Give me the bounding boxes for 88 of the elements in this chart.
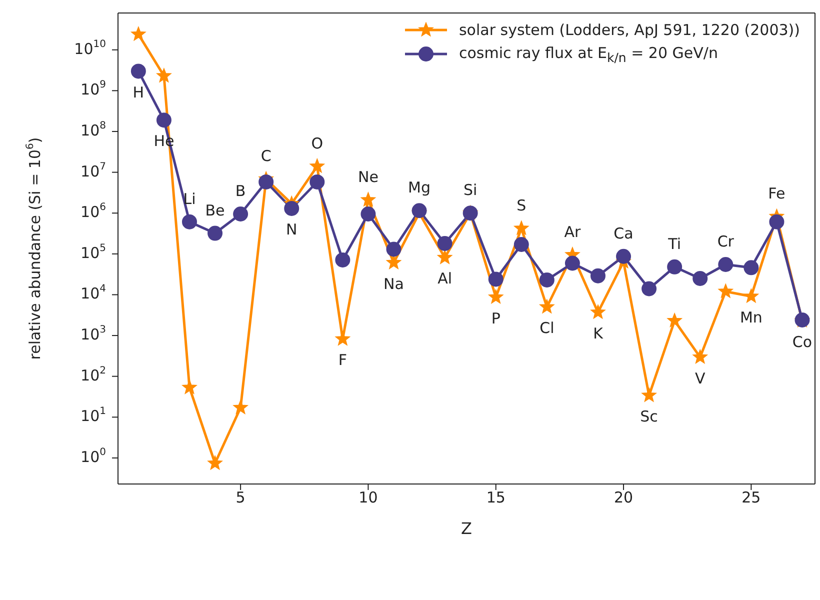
point (131, 26, 146, 40)
point (488, 290, 504, 304)
annotation: Mg (408, 178, 430, 197)
point (208, 226, 223, 241)
point (386, 255, 401, 269)
y-tick-label: 10$^{3}$ (80, 324, 106, 344)
annotation: O (311, 134, 324, 152)
annotation: Ti (667, 235, 682, 254)
point (438, 250, 452, 264)
annotation: K (593, 324, 604, 342)
y-tick-label: 10$^{5}$ (80, 243, 106, 262)
point (539, 272, 554, 288)
point (744, 288, 758, 303)
point (360, 206, 376, 222)
y-tick-label: 10$^{9}$ (80, 80, 106, 99)
annotation: Al (438, 270, 452, 288)
point (564, 256, 580, 271)
point (514, 220, 529, 235)
point (692, 350, 708, 364)
y-tick-label: 10$^{6}$ (80, 202, 106, 222)
annotation: Sc (640, 408, 658, 426)
point (718, 257, 734, 272)
point (514, 237, 529, 252)
point (386, 242, 402, 257)
y-tick-label: 10$^{1}$ (80, 406, 106, 426)
x-axis-title: Z (461, 519, 472, 538)
y-tick-label: 10$^{10}$ (74, 39, 106, 58)
point (182, 214, 197, 230)
x-tick-label: 10 (358, 488, 378, 507)
annotation: Co (792, 332, 812, 351)
point (130, 64, 146, 79)
legend-label: solar system (Lodders, ApJ 591, 1220 (2003)) (458, 21, 800, 39)
annotation: Mn (740, 308, 762, 326)
x-tick-label: 25 (742, 488, 761, 507)
point (718, 284, 733, 298)
point (335, 252, 350, 268)
point (233, 400, 248, 414)
point (744, 260, 759, 276)
point (488, 272, 504, 287)
legend-label: cosmic ray flux at E$_{k/n}$ = 20 GeV/n (458, 44, 718, 64)
point (156, 68, 172, 82)
y-tick-label: 10$^{7}$ (80, 162, 106, 180)
annotation: C (260, 147, 272, 166)
y-tick-label: 10$^{4}$ (80, 284, 106, 303)
point (692, 270, 708, 286)
point (437, 236, 452, 251)
annotation: Ar (564, 222, 582, 241)
annotation: Fe (768, 184, 786, 203)
point (258, 174, 274, 190)
annotation: V (694, 369, 706, 388)
annotation: Ca (614, 224, 634, 242)
x-tick-label: 20 (614, 488, 634, 507)
annotation: Cr (717, 232, 735, 251)
point (667, 313, 682, 327)
point (361, 192, 376, 206)
point (233, 206, 248, 222)
point (642, 281, 657, 296)
point (590, 304, 606, 318)
annotation: Ne (358, 168, 378, 186)
annotation: P (491, 309, 500, 328)
annotation: S (516, 196, 526, 215)
point (310, 158, 324, 172)
point (156, 112, 172, 128)
point (208, 456, 222, 470)
y-tick-label: 10$^{2}$ (80, 366, 106, 384)
point (182, 380, 197, 394)
point (540, 300, 554, 314)
annotation: H (132, 83, 144, 102)
annotation: Si (463, 181, 478, 200)
point (310, 174, 325, 190)
point (616, 248, 632, 264)
y-tick-label: 10$^{8}$ (80, 120, 106, 140)
annotation: B (235, 182, 246, 200)
point (769, 214, 784, 230)
x-tick-label: 5 (236, 488, 246, 507)
point (590, 268, 606, 284)
point (642, 388, 656, 402)
point (336, 332, 350, 346)
point (284, 200, 300, 216)
annotation: Be (205, 201, 225, 220)
x-tick-label: 15 (486, 488, 506, 507)
annotation: Li (183, 190, 196, 208)
point (667, 259, 682, 274)
annotation: N (286, 220, 298, 239)
annotation: F (338, 351, 347, 370)
annotation: Na (384, 274, 404, 293)
y-tick-label: 10$^{0}$ (80, 447, 106, 466)
annotation: Cl (540, 319, 554, 338)
